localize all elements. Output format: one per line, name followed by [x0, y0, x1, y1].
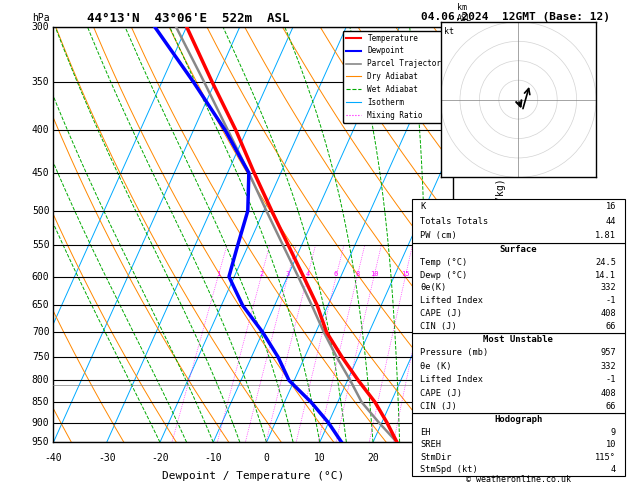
- Text: 15: 15: [401, 271, 409, 277]
- Text: CAPE (J): CAPE (J): [421, 388, 462, 398]
- Text: 332: 332: [600, 283, 616, 293]
- Text: θe (K): θe (K): [421, 362, 452, 371]
- Text: 30: 30: [420, 452, 432, 463]
- Text: 408: 408: [600, 309, 616, 318]
- Legend: Temperature, Dewpoint, Parcel Trajectory, Dry Adiabat, Wet Adiabat, Isotherm, Mi: Temperature, Dewpoint, Parcel Trajectory…: [343, 31, 449, 122]
- Text: 16: 16: [606, 202, 616, 211]
- Text: EH: EH: [421, 428, 431, 436]
- Text: 5: 5: [457, 240, 463, 250]
- Text: hPa: hPa: [32, 13, 50, 22]
- Text: LCL: LCL: [457, 380, 472, 389]
- Text: Hodograph: Hodograph: [494, 415, 542, 424]
- Text: 3: 3: [286, 271, 290, 277]
- Text: SREH: SREH: [421, 440, 442, 449]
- Text: 957: 957: [600, 348, 616, 358]
- Text: K: K: [421, 202, 426, 211]
- Text: StmDir: StmDir: [421, 453, 452, 462]
- Text: 2: 2: [457, 375, 463, 385]
- Text: 700: 700: [32, 327, 50, 337]
- Text: 750: 750: [32, 352, 50, 362]
- Text: 332: 332: [600, 362, 616, 371]
- Text: 10: 10: [314, 452, 326, 463]
- Text: 1: 1: [216, 271, 220, 277]
- FancyBboxPatch shape: [412, 199, 625, 243]
- FancyBboxPatch shape: [412, 413, 625, 476]
- Text: CIN (J): CIN (J): [421, 322, 457, 331]
- Text: Dewp (°C): Dewp (°C): [421, 271, 468, 279]
- Text: 3: 3: [457, 327, 463, 337]
- Text: PW (cm): PW (cm): [421, 231, 457, 240]
- Text: CIN (J): CIN (J): [421, 402, 457, 411]
- Text: 6: 6: [334, 271, 338, 277]
- Text: 4: 4: [457, 272, 463, 281]
- Text: Mixing Ratio (g/kg): Mixing Ratio (g/kg): [496, 179, 506, 290]
- Text: 6: 6: [457, 206, 463, 216]
- Text: km
ASL: km ASL: [457, 3, 472, 22]
- Text: Pressure (mb): Pressure (mb): [421, 348, 489, 358]
- Text: kt: kt: [445, 27, 454, 35]
- Text: 450: 450: [32, 168, 50, 178]
- Text: Totals Totals: Totals Totals: [421, 217, 489, 226]
- Text: 550: 550: [32, 240, 50, 250]
- Text: 600: 600: [32, 272, 50, 281]
- Text: 44: 44: [606, 217, 616, 226]
- Text: StmSpd (kt): StmSpd (kt): [421, 466, 478, 474]
- Text: 24.5: 24.5: [595, 258, 616, 267]
- Text: 14.1: 14.1: [595, 271, 616, 279]
- Text: -40: -40: [45, 452, 62, 463]
- Text: 1: 1: [457, 418, 463, 428]
- Text: 408: 408: [600, 388, 616, 398]
- Text: 850: 850: [32, 397, 50, 407]
- Text: 4: 4: [305, 271, 309, 277]
- Text: 10: 10: [606, 440, 616, 449]
- Text: 9: 9: [611, 428, 616, 436]
- FancyBboxPatch shape: [412, 243, 625, 333]
- Text: Lifted Index: Lifted Index: [421, 375, 484, 384]
- Text: 20: 20: [367, 452, 379, 463]
- Text: 4: 4: [611, 466, 616, 474]
- Text: Surface: Surface: [499, 245, 537, 254]
- Text: CAPE (J): CAPE (J): [421, 309, 462, 318]
- Text: Most Unstable: Most Unstable: [483, 335, 554, 344]
- Text: -1: -1: [606, 375, 616, 384]
- Text: -30: -30: [98, 452, 116, 463]
- Text: 04.06.2024  12GMT (Base: 12): 04.06.2024 12GMT (Base: 12): [421, 12, 610, 22]
- Text: 8: 8: [457, 125, 463, 136]
- Text: 25: 25: [442, 271, 451, 277]
- Text: 900: 900: [32, 418, 50, 428]
- Text: -10: -10: [204, 452, 222, 463]
- Text: 500: 500: [32, 206, 50, 216]
- Text: 8: 8: [355, 271, 359, 277]
- Text: 10: 10: [370, 271, 378, 277]
- FancyBboxPatch shape: [412, 333, 625, 413]
- Text: 650: 650: [32, 300, 50, 311]
- Text: -20: -20: [151, 452, 169, 463]
- Text: Lifted Index: Lifted Index: [421, 296, 484, 305]
- Text: -1: -1: [606, 296, 616, 305]
- Text: 300: 300: [32, 22, 50, 32]
- Text: 20: 20: [424, 271, 433, 277]
- Text: 2: 2: [259, 271, 264, 277]
- Text: Temp (°C): Temp (°C): [421, 258, 468, 267]
- Text: 0: 0: [264, 452, 269, 463]
- Text: Dewpoint / Temperature (°C): Dewpoint / Temperature (°C): [162, 471, 344, 481]
- Text: 400: 400: [32, 125, 50, 136]
- Text: 800: 800: [32, 375, 50, 385]
- Text: 350: 350: [32, 77, 50, 87]
- Text: 7: 7: [457, 168, 463, 178]
- Text: 44°13'N  43°06'E  522m  ASL: 44°13'N 43°06'E 522m ASL: [87, 12, 290, 25]
- Text: 115°: 115°: [595, 453, 616, 462]
- Text: 66: 66: [606, 322, 616, 331]
- Text: θe(K): θe(K): [421, 283, 447, 293]
- Text: © weatheronline.co.uk: © weatheronline.co.uk: [466, 474, 571, 484]
- Text: 950: 950: [32, 437, 50, 447]
- Text: 66: 66: [606, 402, 616, 411]
- Text: 1.81: 1.81: [595, 231, 616, 240]
